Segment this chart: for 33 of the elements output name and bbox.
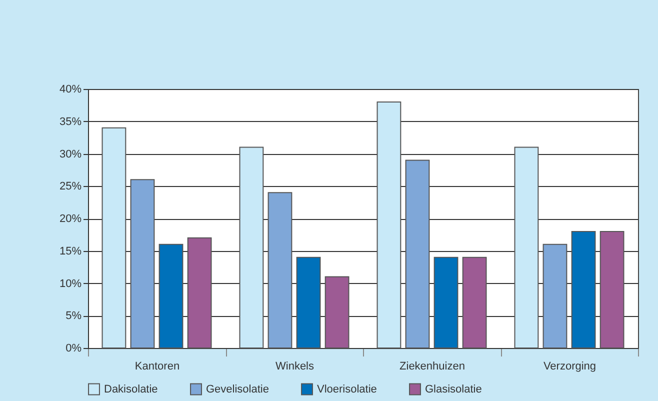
y-tick-label: 35%: [59, 116, 82, 128]
y-tick-label: 20%: [59, 213, 82, 225]
legend-label: Gevelisolatie: [206, 383, 269, 396]
y-tick-label: 40%: [59, 84, 82, 96]
y-tick-label: 5%: [66, 310, 82, 322]
bar: [239, 146, 264, 348]
bar: [187, 237, 212, 348]
bar: [462, 256, 487, 348]
bar: [102, 127, 126, 348]
legend-label: Glasisolatie: [425, 383, 482, 396]
x-tick-label: Ziekenhuizen: [400, 360, 465, 372]
bar: [376, 101, 402, 348]
bar: [514, 146, 539, 348]
x-tick-label: Kantoren: [134, 360, 180, 372]
bar: [600, 230, 624, 348]
bar: [324, 276, 350, 348]
legend-label: Vloerisolatie: [317, 383, 377, 396]
y-tick-label: 30%: [59, 148, 82, 160]
bar: [296, 256, 321, 348]
y-tick-label: 25%: [59, 180, 82, 193]
y-tick-label: 15%: [59, 245, 82, 258]
bar: [130, 179, 155, 348]
bar: [158, 244, 184, 348]
x-tick-label: Verzorging: [543, 360, 596, 372]
y-tick-label: 0%: [66, 342, 82, 354]
x-tick-label: Winkels: [275, 360, 314, 372]
bar: [405, 160, 430, 348]
bar: [434, 256, 458, 348]
y-tick-label: 10%: [59, 278, 82, 290]
bar: [542, 244, 568, 348]
bar: [571, 230, 596, 348]
legend-label: Dakisolatie: [104, 383, 158, 396]
bar: [268, 192, 292, 348]
